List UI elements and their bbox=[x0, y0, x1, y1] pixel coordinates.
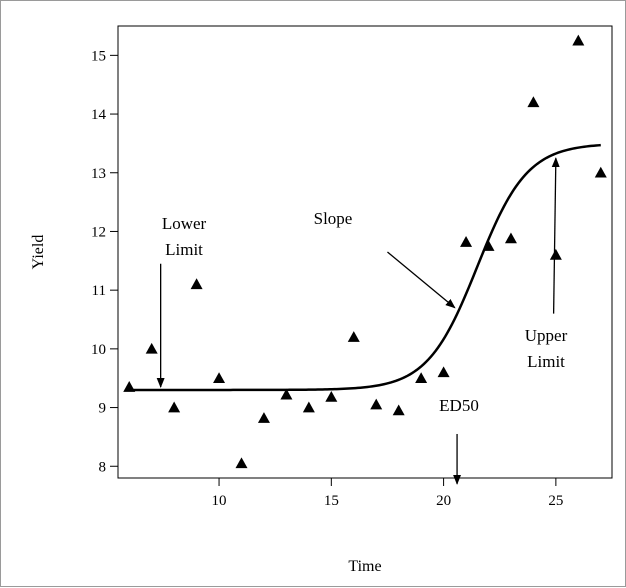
data-point bbox=[168, 401, 181, 413]
data-point bbox=[190, 278, 203, 290]
annotation-arrow bbox=[551, 157, 560, 314]
annotation-label: Slope bbox=[314, 209, 353, 228]
annotation-label: ED50 bbox=[439, 396, 479, 415]
y-tick-label: 13 bbox=[91, 166, 106, 182]
data-point bbox=[549, 248, 562, 260]
y-tick-label: 9 bbox=[99, 401, 107, 417]
data-point bbox=[482, 240, 495, 251]
data-point bbox=[123, 381, 136, 392]
annotation-label: Limit bbox=[527, 352, 565, 371]
y-tick-label: 14 bbox=[91, 107, 107, 123]
data-point bbox=[235, 457, 248, 469]
data-point bbox=[572, 34, 585, 46]
y-tick-label: 15 bbox=[91, 48, 106, 64]
x-axis-title: Time bbox=[348, 558, 381, 575]
data-points bbox=[123, 34, 607, 469]
data-point bbox=[594, 166, 607, 178]
data-point bbox=[280, 388, 293, 400]
data-point bbox=[347, 331, 360, 342]
data-point bbox=[257, 412, 270, 423]
x-tick-label: 20 bbox=[436, 493, 451, 509]
data-point bbox=[392, 404, 405, 416]
data-point bbox=[302, 401, 315, 413]
y-tick-label: 10 bbox=[91, 342, 106, 358]
data-point bbox=[213, 372, 226, 384]
x-tick-label: 25 bbox=[548, 493, 563, 509]
annotation-arrow bbox=[387, 251, 456, 309]
data-point bbox=[527, 96, 540, 108]
x-axis: 10 15 20 25 bbox=[212, 478, 563, 509]
annotation-label: Limit bbox=[165, 240, 203, 259]
data-point bbox=[370, 398, 383, 410]
data-point bbox=[325, 390, 338, 402]
plot-area bbox=[117, 25, 613, 479]
data-point bbox=[145, 342, 158, 354]
y-axis-title: Yield bbox=[30, 235, 47, 270]
data-point bbox=[415, 372, 428, 384]
y-tick-label: 8 bbox=[99, 459, 107, 475]
data-point bbox=[504, 232, 517, 244]
x-tick-label: 10 bbox=[212, 493, 227, 509]
annotation-label: Upper bbox=[525, 326, 568, 345]
y-axis: 8 9 10 11 12 13 14 15 bbox=[91, 48, 118, 475]
annotation-label: Lower bbox=[162, 214, 207, 233]
fitted-curve bbox=[129, 143, 601, 392]
data-point bbox=[460, 236, 473, 247]
data-point bbox=[437, 366, 450, 378]
x-tick-label: 15 bbox=[324, 493, 339, 509]
y-tick-label: 11 bbox=[92, 283, 106, 299]
y-tick-label: 12 bbox=[91, 224, 106, 240]
annotations: Lower Limit Slope Upper Limit ED50 bbox=[156, 157, 568, 485]
